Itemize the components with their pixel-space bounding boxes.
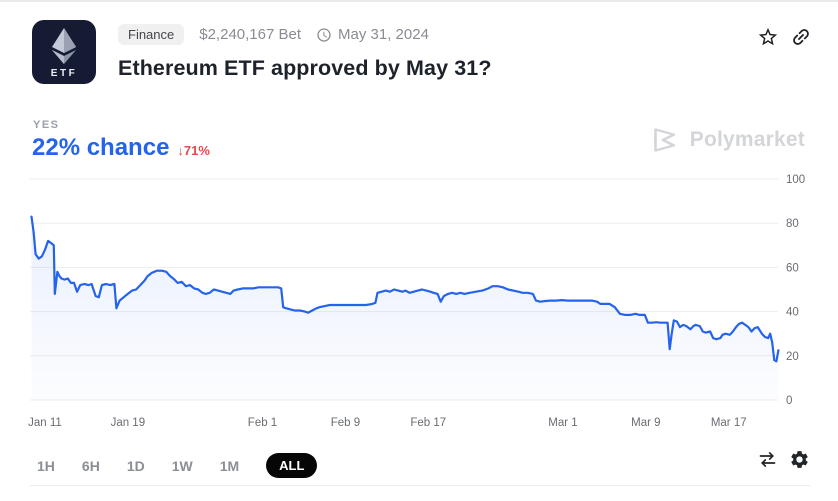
down-arrow-icon: ↓ (177, 143, 184, 158)
polymarket-logo-text: Polymarket (689, 128, 805, 151)
range-all[interactable]: ALL (266, 453, 318, 478)
y-axis-tick: 100 (786, 174, 805, 186)
category-tag[interactable]: Finance (118, 24, 185, 45)
polymarket-logo-icon (654, 128, 675, 152)
chart-area-fill (31, 216, 779, 400)
end-date-group: May 31, 2024 (316, 26, 429, 43)
x-axis-tick: Feb 1 (248, 417, 277, 429)
range-1w[interactable]: 1W (171, 457, 193, 474)
header-actions (757, 26, 812, 48)
chance-value: 22% chance (32, 134, 170, 161)
x-axis-tick: Jan 11 (28, 417, 62, 429)
outcome-label: YES (33, 119, 60, 131)
ethereum-etf-logo: ETF (51, 28, 77, 79)
x-axis-tick: Mar 1 (548, 417, 577, 429)
clock-icon (316, 27, 332, 43)
range-1h[interactable]: 1H (37, 457, 55, 474)
gear-icon[interactable] (789, 449, 810, 470)
event-meta: Finance $2,240,167 Bet May 31, 2024 (118, 24, 429, 45)
bottom-divider (30, 485, 810, 486)
time-range-selector: 1H 6H 1D 1W 1M ALL (37, 453, 318, 478)
y-axis-tick: 40 (786, 307, 799, 319)
bet-amount: $2,240,167 Bet (199, 26, 302, 43)
x-axis-tick: Feb 17 (410, 417, 446, 429)
change-percent: 71% (183, 143, 210, 158)
range-1d[interactable]: 1D (126, 457, 145, 474)
range-6h[interactable]: 6H (81, 457, 100, 474)
chart-svg: 0 20 40 60 80 100 Jan 11 Jan 19 Feb 1 Feb 9 Feb 17… (28, 174, 805, 429)
x-axis-tick: Jan 19 (111, 417, 146, 429)
range-1m[interactable]: 1M (219, 457, 240, 474)
chart-actions (757, 449, 810, 470)
y-axis-tick: 20 (786, 351, 799, 363)
x-axis-tick: Mar 17 (711, 417, 747, 429)
x-axis-tick: Mar 9 (631, 417, 660, 429)
chance-row: 22% chance ↓71% (32, 134, 210, 162)
y-axis-tick: 80 (786, 218, 799, 230)
y-axis-tick: 0 (786, 395, 792, 407)
link-icon[interactable] (790, 26, 812, 48)
polymarket-watermark: Polymarket (647, 123, 805, 157)
page-title: Ethereum ETF approved by May 31? (118, 56, 492, 80)
chance-change: ↓71% (177, 143, 210, 158)
compare-swap-icon[interactable] (757, 449, 778, 470)
chart-line (30, 215, 780, 363)
star-icon[interactable] (757, 26, 779, 48)
price-chart[interactable]: 0 20 40 60 80 100 Jan 11 Jan 19 Feb 1 Feb 9 Feb 17… (0, 164, 838, 434)
event-icon: ETF (32, 20, 96, 84)
etf-icon-label: ETF (51, 68, 77, 79)
x-axis-tick: Feb 9 (331, 417, 360, 429)
y-axis-tick: 60 (786, 262, 799, 274)
end-date: May 31, 2024 (338, 26, 429, 43)
